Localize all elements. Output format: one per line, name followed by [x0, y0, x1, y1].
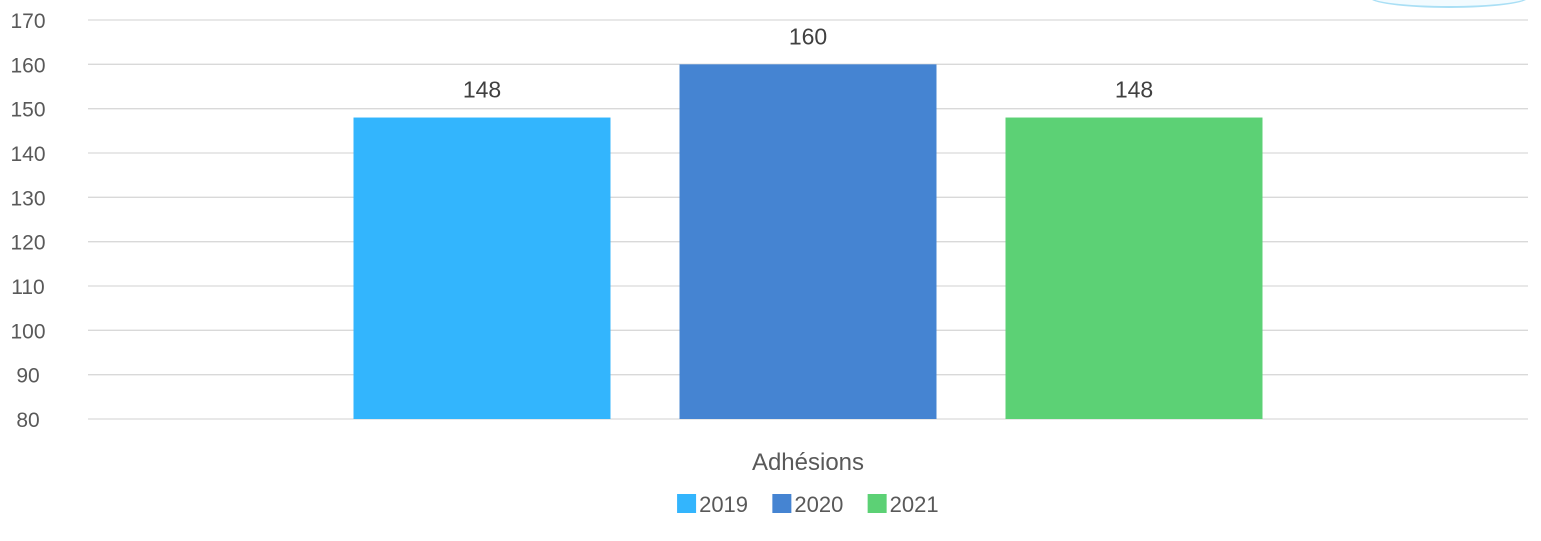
- y-tick-label: 130: [10, 187, 45, 210]
- y-tick-label: 170: [10, 10, 45, 33]
- legend-item-2020: 2020: [772, 492, 843, 517]
- data-label-2019: 148: [463, 77, 501, 103]
- bar-2021: [1005, 117, 1263, 420]
- bars: [353, 64, 1263, 420]
- legend-swatch: [677, 494, 697, 513]
- legend-item-2021: 2021: [867, 492, 939, 517]
- legend: 2019 2020 2021: [677, 492, 939, 517]
- legend-item-2019: 2019: [677, 492, 748, 517]
- bar-2020: [679, 64, 937, 419]
- x-axis-category-labels: Adhésions: [752, 449, 864, 476]
- data-label-2021: 148: [1115, 77, 1153, 103]
- y-axis-tick-labels: 80 90 100 110 120 130 140 150 160 170: [10, 10, 45, 432]
- legend-label: 2020: [794, 492, 843, 517]
- y-tick-label: 80: [16, 409, 39, 432]
- y-tick-label: 100: [10, 320, 45, 343]
- y-tick-label: 90: [16, 365, 39, 388]
- legend-label: 2021: [890, 492, 939, 517]
- legend-swatch: [772, 494, 792, 513]
- y-tick-label: 150: [10, 99, 45, 122]
- y-tick-label: 160: [10, 54, 45, 77]
- x-category-label: Adhésions: [752, 449, 864, 476]
- y-tick-label: 140: [10, 143, 45, 166]
- bar-2019: [353, 117, 611, 420]
- legend-swatch: [867, 494, 887, 513]
- y-tick-label: 110: [11, 276, 44, 299]
- data-labels: 148 160 148: [463, 23, 1153, 102]
- data-label-2020: 160: [789, 23, 827, 49]
- legend-label: 2019: [699, 492, 748, 517]
- y-tick-label: 120: [10, 232, 45, 255]
